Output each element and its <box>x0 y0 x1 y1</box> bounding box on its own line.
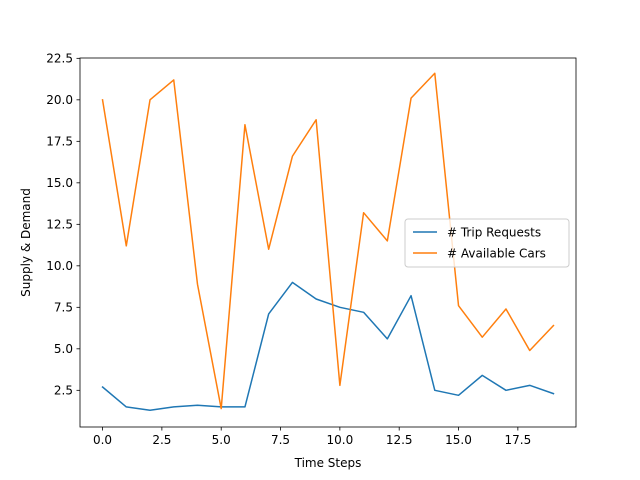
series-line-available-cars <box>101 72 555 410</box>
series-line-trip-requests <box>101 281 555 411</box>
y-tick-label: 20.0 <box>46 93 73 107</box>
y-axis-label: Supply & Demand <box>19 188 33 297</box>
y-tick-label: 12.5 <box>46 217 73 231</box>
y-tick-label: 5.0 <box>54 342 73 356</box>
x-tick-label: 10.0 <box>327 433 354 447</box>
legend-label: # Available Cars <box>447 247 546 261</box>
y-tick-label: 22.5 <box>46 51 73 65</box>
y-tick-label: 7.5 <box>54 300 73 314</box>
x-tick-label: 2.5 <box>152 433 171 447</box>
x-tick-label: 7.5 <box>271 433 290 447</box>
x-tick-label: 15.0 <box>445 433 472 447</box>
x-tick-label: 0.0 <box>93 433 112 447</box>
x-tick-label: 12.5 <box>386 433 413 447</box>
x-axis-label: Time Steps <box>294 456 362 470</box>
legend-box <box>404 218 570 268</box>
plot-frame <box>79 57 577 428</box>
series-layer <box>101 72 555 411</box>
y-tick-label: 17.5 <box>46 134 73 148</box>
legend-label: # Trip Requests <box>447 226 541 240</box>
y-tick-label: 10.0 <box>46 259 73 273</box>
x-axis-ticks: 0.0 2.5 5.0 7.5 10.0 12.5 15.0 17.5 <box>93 427 531 447</box>
legend: # Trip Requests # Available Cars <box>404 218 570 268</box>
y-tick-label: 15.0 <box>46 176 73 190</box>
x-tick-label: 17.5 <box>504 433 531 447</box>
x-tick-label: 5.0 <box>212 433 231 447</box>
y-axis-ticks: 2.5 5.0 7.5 10.0 12.5 15.0 17.5 20.0 22.5 <box>46 51 80 397</box>
y-tick-label: 2.5 <box>54 383 73 397</box>
